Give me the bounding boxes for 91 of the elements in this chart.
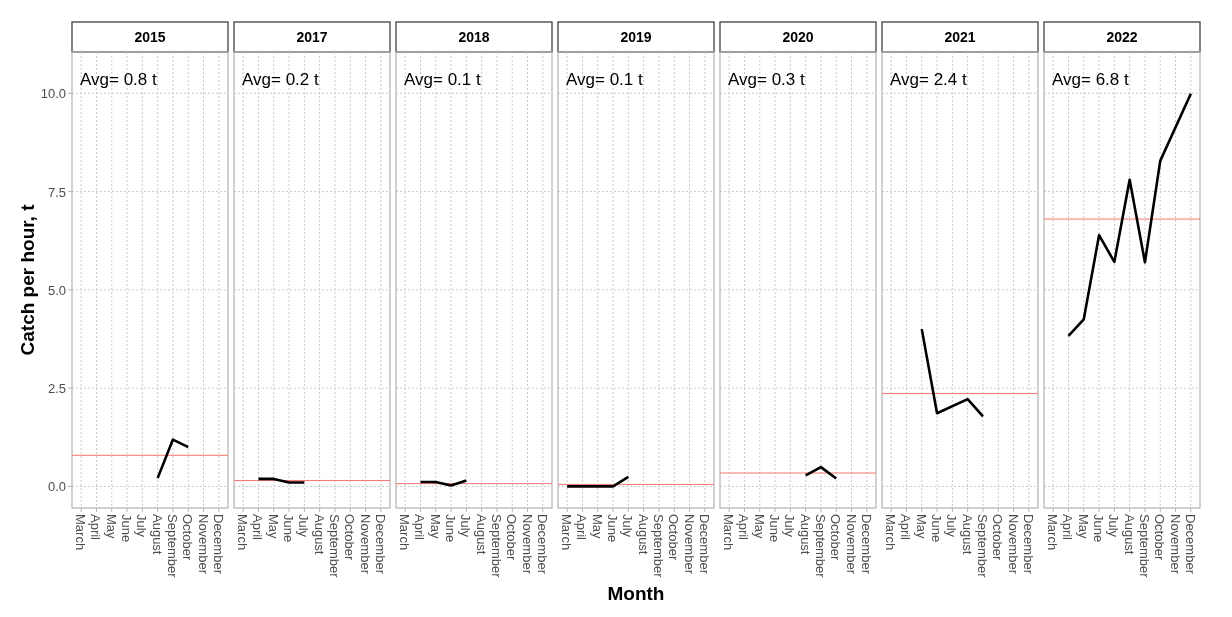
x-tick-label: December <box>696 514 712 575</box>
x-tick-label: August <box>473 514 489 555</box>
chart-title: 2019 <box>620 29 652 45</box>
x-tick-label: July <box>782 514 798 538</box>
x-tick-label: June <box>605 514 621 543</box>
chart-title: 2022 <box>1106 29 1138 45</box>
annotation: Avg= 0.1 t <box>404 70 481 89</box>
annotation: Avg= 0.1 t <box>566 70 643 89</box>
x-tick-label: April <box>250 514 266 541</box>
annotation: Avg= 2.4 t <box>890 70 967 89</box>
x-tick-label: May <box>1075 514 1091 540</box>
x-tick-label: June <box>119 514 135 543</box>
x-tick-label: March <box>883 514 899 551</box>
y-axis-title: Catch per hour, t <box>17 203 38 356</box>
x-tick-label: April <box>88 514 104 541</box>
y-tick-label: 0.0 <box>47 479 66 495</box>
x-tick-label: October <box>828 514 844 561</box>
x-tick-label: June <box>929 514 945 543</box>
x-tick-label: July <box>1106 514 1122 538</box>
x-tick-label: October <box>180 514 196 561</box>
chart-title: 2020 <box>782 29 814 45</box>
x-tick-label: October <box>666 514 682 561</box>
x-tick-label: April <box>574 514 590 541</box>
x-tick-label: September <box>974 514 990 579</box>
x-tick-label: May <box>103 514 119 540</box>
y-tick-label: 7.5 <box>47 184 66 200</box>
annotation: Avg= 0.3 t <box>728 70 805 89</box>
x-tick-label: August <box>149 514 165 555</box>
y-tick-label: 5.0 <box>47 282 66 298</box>
x-tick-label: September <box>812 514 828 579</box>
x-tick-label: October <box>342 514 358 561</box>
annotation: Avg= 0.8 t <box>80 70 157 89</box>
x-tick-label: December <box>534 514 550 575</box>
x-tick-label: August <box>635 514 651 555</box>
x-tick-label: July <box>296 514 312 538</box>
x-tick-label: July <box>458 514 474 538</box>
x-tick-label: December <box>372 514 388 575</box>
x-tick-label: March <box>559 514 575 551</box>
x-tick-label: March <box>1045 514 1061 551</box>
x-tick-label: March <box>73 514 89 551</box>
x-tick-label: March <box>397 514 413 551</box>
x-tick-label: April <box>1060 514 1076 541</box>
x-tick-label: October <box>990 514 1006 561</box>
x-tick-label: July <box>620 514 636 538</box>
x-tick-label: September <box>1136 514 1152 579</box>
x-tick-label: September <box>164 514 180 579</box>
x-tick-label: October <box>1152 514 1168 561</box>
x-tick-label: November <box>195 514 211 575</box>
x-tick-label: May <box>751 514 767 540</box>
x-tick-label: May <box>913 514 929 540</box>
x-tick-label: May <box>427 514 443 540</box>
y-tick-label: 2.5 <box>47 381 66 397</box>
x-axis-title: Month <box>607 583 665 604</box>
chart-title: 2021 <box>944 29 976 45</box>
x-tick-label: December <box>1020 514 1036 575</box>
x-tick-label: May <box>589 514 605 540</box>
x-tick-label: September <box>650 514 666 579</box>
x-tick-label: December <box>858 514 874 575</box>
chart-title: 2018 <box>458 29 490 45</box>
x-tick-label: October <box>504 514 520 561</box>
x-tick-label: November <box>519 514 535 575</box>
y-tick-label: 10.0 <box>40 86 66 102</box>
x-tick-label: July <box>944 514 960 538</box>
x-tick-label: August <box>797 514 813 555</box>
x-tick-label: November <box>1167 514 1183 575</box>
chart-title: 2017 <box>296 29 328 45</box>
x-tick-label: August <box>1121 514 1137 555</box>
x-tick-label: March <box>235 514 251 551</box>
x-tick-label: December <box>210 514 226 575</box>
x-tick-label: September <box>326 514 342 579</box>
x-tick-label: August <box>959 514 975 555</box>
annotation: Avg= 0.2 t <box>242 70 319 89</box>
x-tick-label: November <box>1005 514 1021 575</box>
x-tick-label: June <box>1091 514 1107 543</box>
x-tick-label: November <box>843 514 859 575</box>
x-tick-label: December <box>1182 514 1198 575</box>
x-tick-label: July <box>134 514 150 538</box>
x-tick-label: March <box>721 514 737 551</box>
x-tick-label: November <box>681 514 697 575</box>
annotation: Avg= 6.8 t <box>1052 70 1129 89</box>
chart-title: 2015 <box>134 29 166 45</box>
x-tick-label: May <box>265 514 281 540</box>
x-tick-label: June <box>281 514 297 543</box>
x-tick-label: September <box>488 514 504 579</box>
x-tick-label: April <box>898 514 914 541</box>
x-tick-label: August <box>311 514 327 555</box>
x-tick-label: April <box>412 514 428 541</box>
x-tick-label: November <box>357 514 373 575</box>
x-tick-label: June <box>767 514 783 543</box>
x-tick-label: June <box>443 514 459 543</box>
x-tick-label: April <box>736 514 752 541</box>
